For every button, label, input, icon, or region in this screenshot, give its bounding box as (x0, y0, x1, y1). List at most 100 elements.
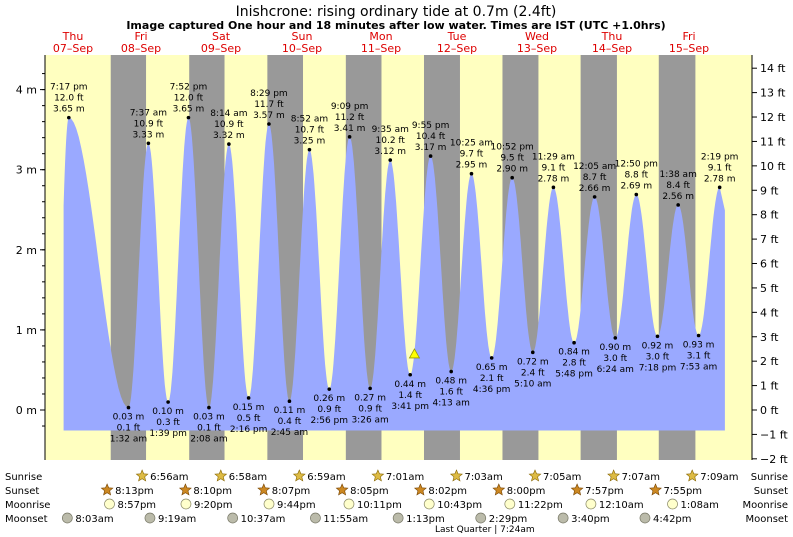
low-tide-point (207, 405, 211, 410)
feet-tick-label: 0 ft (760, 404, 779, 417)
sunrise-star-icon (135, 469, 149, 482)
low-tide-time: 7:18 pm (639, 363, 677, 373)
feet-tick-label: 7 ft (760, 233, 779, 246)
feet-tick-label: 11 ft (760, 135, 786, 148)
high-tide-feet: 10.4 ft (416, 132, 446, 142)
high-tide-time: 9:35 am (372, 125, 409, 135)
low-tide-time: 3:26 am (351, 415, 388, 425)
high-tide-feet: 10.9 ft (134, 119, 164, 129)
low-tide-feet: 0.5 ft (237, 414, 261, 424)
moonset-moon-icon (144, 512, 156, 524)
moonset-moon-icon (639, 512, 651, 524)
high-tide-feet: 12.0 ft (54, 94, 84, 104)
low-tide-metres: 0.72 m (517, 357, 549, 367)
low-tide-feet: 1.4 ft (398, 391, 422, 401)
low-tide-point (287, 399, 292, 403)
low-tide-time: 2:08 am (190, 435, 227, 445)
high-tide-feet: 10.9 ft (214, 120, 244, 130)
low-tide-point (246, 396, 251, 400)
high-tide-time: 10:25 am (450, 139, 493, 149)
moonset-time: 9:19am (158, 514, 196, 525)
moonset-moon-icon (557, 512, 569, 524)
low-tide-feet: 2.8 ft (562, 359, 586, 369)
moonrise-moon-icon (423, 498, 435, 510)
date-label: 13–Sep (517, 42, 557, 55)
day-of-week-label: Thu (601, 30, 623, 43)
low-tide-feet: 2.1 ft (480, 374, 504, 384)
low-tide-metres: 0.11 m (274, 406, 306, 416)
low-tide-time: 6:24 am (597, 365, 634, 375)
sunrise-star-icon (607, 469, 621, 482)
high-tide-feet: 11.7 ft (254, 100, 284, 110)
feet-tick-label: −2 ft (760, 453, 788, 466)
sunrise-star-icon (685, 469, 699, 482)
high-tide-point (717, 185, 722, 190)
low-tide-metres: 0.03 m (193, 413, 225, 423)
moonrise-row-label-left: Moonrise (5, 500, 50, 511)
moonset-time: 4:42pm (653, 514, 692, 525)
low-tide-time: 5:48 pm (555, 370, 593, 380)
low-tide-point (449, 369, 453, 374)
low-tide-time: 2:16 pm (230, 425, 268, 435)
high-tide-point (267, 122, 271, 126)
sunrise-time: 7:05am (543, 472, 581, 483)
axes: 0 m 1 m 2 m 3 m 4 m −2 ft −1 ft 0 ft 1 ft 2 ft 3 f… (16, 55, 788, 466)
high-tide-time: 8:52 am (291, 115, 328, 125)
metre-tick-label: 2 m (16, 244, 37, 257)
low-tide-metres: 0.15 m (233, 403, 265, 413)
low-tide-time: 7:53 am (680, 363, 717, 373)
high-tide-point (67, 115, 71, 120)
date-label: 09–Sep (201, 42, 241, 55)
moonrise-moon-icon (180, 498, 192, 510)
sunset-time: 8:07pm (272, 486, 311, 497)
feet-tick-label: 6 ft (760, 258, 779, 271)
high-tide-point (388, 158, 393, 162)
day-of-week-label: Wed (525, 30, 549, 43)
high-tide-feet: 12.0 ft (174, 94, 204, 104)
sunset-star-icon (413, 483, 427, 496)
high-tide-point (510, 175, 514, 180)
sunset-time: 8:13pm (115, 486, 154, 497)
high-tide-metres: 2.78 m (538, 174, 570, 184)
low-tide-point (166, 400, 170, 404)
current-tide-marker (408, 348, 421, 359)
sunset-time: 8:02pm (428, 486, 467, 497)
day-of-week-label: Mon (369, 30, 392, 43)
date-label: 08–Sep (121, 42, 161, 55)
moonrise-moon-icon (343, 498, 355, 510)
date-label: 10–Sep (282, 42, 322, 55)
low-tide-feet: 2.4 ft (521, 368, 545, 378)
high-tide-metres: 3.41 m (334, 124, 366, 134)
moonset-moon-icon (475, 512, 487, 524)
high-tide-point (307, 147, 312, 152)
low-tide-metres: 0.44 m (394, 380, 426, 390)
high-tide-time: 11:29 am (532, 152, 575, 162)
moonrise-time: 11:22pm (518, 500, 563, 511)
high-tide-metres: 3.33 m (133, 130, 165, 140)
high-tide-point (676, 203, 680, 207)
high-tide-time: 1:38 am (659, 170, 696, 180)
high-tide-feet: 10.7 ft (295, 126, 325, 136)
low-tide-time: 3:41 pm (391, 402, 429, 412)
sunset-time: 7:57pm (585, 486, 624, 497)
high-tide-time: 12:50 pm (615, 160, 658, 170)
low-tide-point (489, 356, 494, 360)
low-tide-point (368, 386, 372, 391)
low-tide-time: 5:10 am (514, 379, 551, 389)
moonrise-time: 9:20pm (194, 500, 233, 511)
sunrise-row-label-right: Sunrise (751, 472, 788, 483)
low-tide-metres: 0.84 m (558, 348, 590, 358)
low-tide-point (696, 333, 701, 338)
moonrise-moon-icon (667, 498, 678, 510)
sunset-star-icon (570, 483, 584, 496)
high-tide-time: 10:52 pm (491, 143, 534, 153)
high-tide-point (592, 195, 597, 199)
low-tide-time: 2:45 am (271, 428, 308, 438)
high-tide-time: 8:29 pm (250, 89, 288, 99)
high-tide-time: 7:37 am (130, 108, 167, 118)
high-tide-metres: 3.25 m (294, 137, 326, 147)
high-tide-time: 12:05 am (573, 162, 616, 172)
tide-curve (63, 117, 725, 431)
sunset-star-icon (257, 483, 271, 496)
sun-moon-rows: Sunrise Sunrise Sunset Sunset Moonrise Moonri… (5, 469, 788, 535)
